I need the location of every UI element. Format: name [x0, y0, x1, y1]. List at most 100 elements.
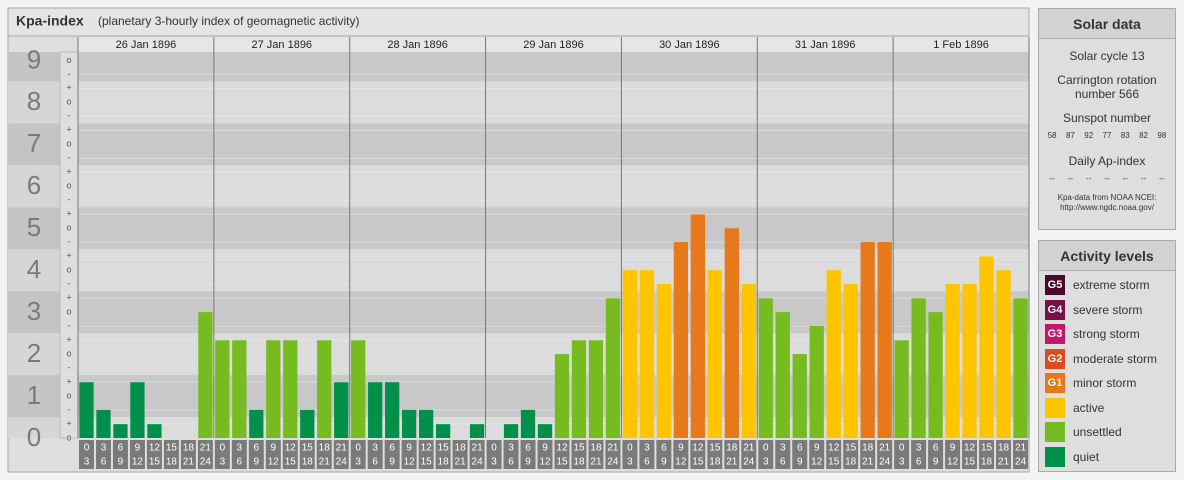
hour-box	[877, 440, 893, 469]
third-mark: o	[66, 139, 71, 149]
source-text: Kpa-data from NOAA NCEI:	[1057, 193, 1157, 202]
hour-box	[826, 440, 842, 469]
hour-label: 6	[237, 457, 243, 468]
sunspot-number: 92	[1084, 131, 1094, 140]
hour-label: 24	[743, 457, 755, 468]
third-mark: -	[68, 320, 71, 330]
y-tick-label: 9	[27, 44, 41, 74]
chart: Kpa-index (planetary 3-hourly index of g…	[7, 7, 1030, 473]
ap-title: Daily Ap-index	[1068, 154, 1146, 168]
hour-label: 18	[166, 457, 178, 468]
hour-label: 12	[285, 443, 297, 454]
hour-label: 12	[404, 457, 416, 468]
date-label: 30 Jan 1896	[659, 39, 720, 51]
hour-label: 15	[981, 443, 993, 454]
legend-item: active	[1039, 396, 1175, 421]
hour-label: 9	[406, 443, 412, 454]
bar	[826, 270, 841, 438]
grid-band	[78, 123, 1029, 166]
third-mark: -	[68, 153, 71, 163]
bar	[656, 284, 672, 438]
date-label: 1 Feb 1896	[933, 39, 989, 51]
legend-label: strong storm	[1073, 327, 1140, 342]
legend-code: G1	[1047, 377, 1063, 390]
hour-label: 12	[132, 457, 144, 468]
grid-band	[78, 165, 1029, 208]
legend-item: G5 extreme storm	[1039, 273, 1175, 298]
band	[8, 123, 60, 166]
third-mark: +	[66, 167, 71, 177]
bar	[351, 340, 366, 438]
legend-item: unsettled	[1039, 420, 1175, 445]
bar	[520, 409, 536, 438]
hour-box	[758, 440, 774, 469]
hour-box	[503, 440, 519, 469]
hour-box	[129, 440, 145, 469]
sunspot-row: 58 87 92 77 83 82 98	[1043, 131, 1171, 140]
sunspot-title: Sunspot number	[1062, 111, 1152, 125]
legend-swatch	[1045, 446, 1065, 467]
bar	[368, 382, 383, 438]
third-mark: -	[68, 237, 71, 247]
hour-label: 9	[814, 443, 820, 454]
legend-code: G4	[1047, 303, 1063, 316]
hour-box	[537, 440, 553, 469]
date-label: 31 Jan 1896	[795, 39, 856, 51]
third-mark: o	[66, 55, 71, 65]
ap-value: --	[1049, 174, 1055, 183]
y-tick-label: 0	[27, 422, 41, 452]
hour-label: 21	[455, 457, 467, 468]
band	[8, 249, 60, 292]
hour-box	[928, 440, 944, 469]
third-mark: o	[66, 181, 71, 191]
bar	[605, 298, 621, 438]
bar	[945, 284, 960, 438]
bar	[503, 424, 519, 438]
y-tick-label: 5	[27, 212, 41, 242]
hour-label: 0	[355, 443, 361, 454]
hour-box	[809, 440, 825, 469]
third-mark: o	[66, 348, 71, 358]
bar	[758, 298, 773, 438]
third-mark: +	[66, 293, 71, 303]
bar	[334, 382, 349, 438]
hour-label: 12	[692, 443, 704, 454]
hour-label: 24	[1015, 457, 1027, 468]
hour-box	[265, 440, 281, 469]
hour-box	[282, 440, 298, 469]
third-mark: -	[68, 362, 71, 372]
hour-label: 18	[726, 443, 738, 454]
chart-title: Kpa-index	[16, 13, 84, 29]
legend-swatch: G2	[1045, 348, 1065, 369]
hour-box	[469, 440, 485, 469]
hour-box	[554, 440, 570, 469]
hour-box	[588, 440, 604, 469]
bar	[537, 424, 553, 438]
hour-box	[894, 440, 910, 469]
hour-box	[197, 440, 213, 469]
chart-subtitle: (planetary 3-hourly index of geomagnetic…	[98, 14, 359, 28]
hour-label: 6	[916, 457, 922, 468]
hour-label: 21	[879, 443, 891, 454]
hour-box	[367, 440, 383, 469]
bar	[79, 382, 94, 438]
legend-label: moderate storm	[1073, 351, 1158, 366]
bar	[198, 312, 213, 438]
hour-label: 3	[508, 443, 514, 454]
bar	[300, 409, 315, 438]
hour-label: 0	[763, 443, 769, 454]
hour-label: 6	[644, 457, 650, 468]
third-mark: -	[68, 404, 71, 414]
hour-label: 12	[149, 443, 161, 454]
hour-label: 0	[491, 443, 497, 454]
hour-label: 12	[964, 443, 976, 454]
hour-box	[418, 440, 434, 469]
bar	[1013, 298, 1028, 438]
hour-box	[384, 440, 400, 469]
hour-label: 21	[590, 457, 602, 468]
y-tick-label: 3	[27, 296, 41, 326]
hour-label: 6	[525, 443, 531, 454]
ap-value: --	[1140, 174, 1147, 183]
hour-label: 12	[811, 457, 823, 468]
